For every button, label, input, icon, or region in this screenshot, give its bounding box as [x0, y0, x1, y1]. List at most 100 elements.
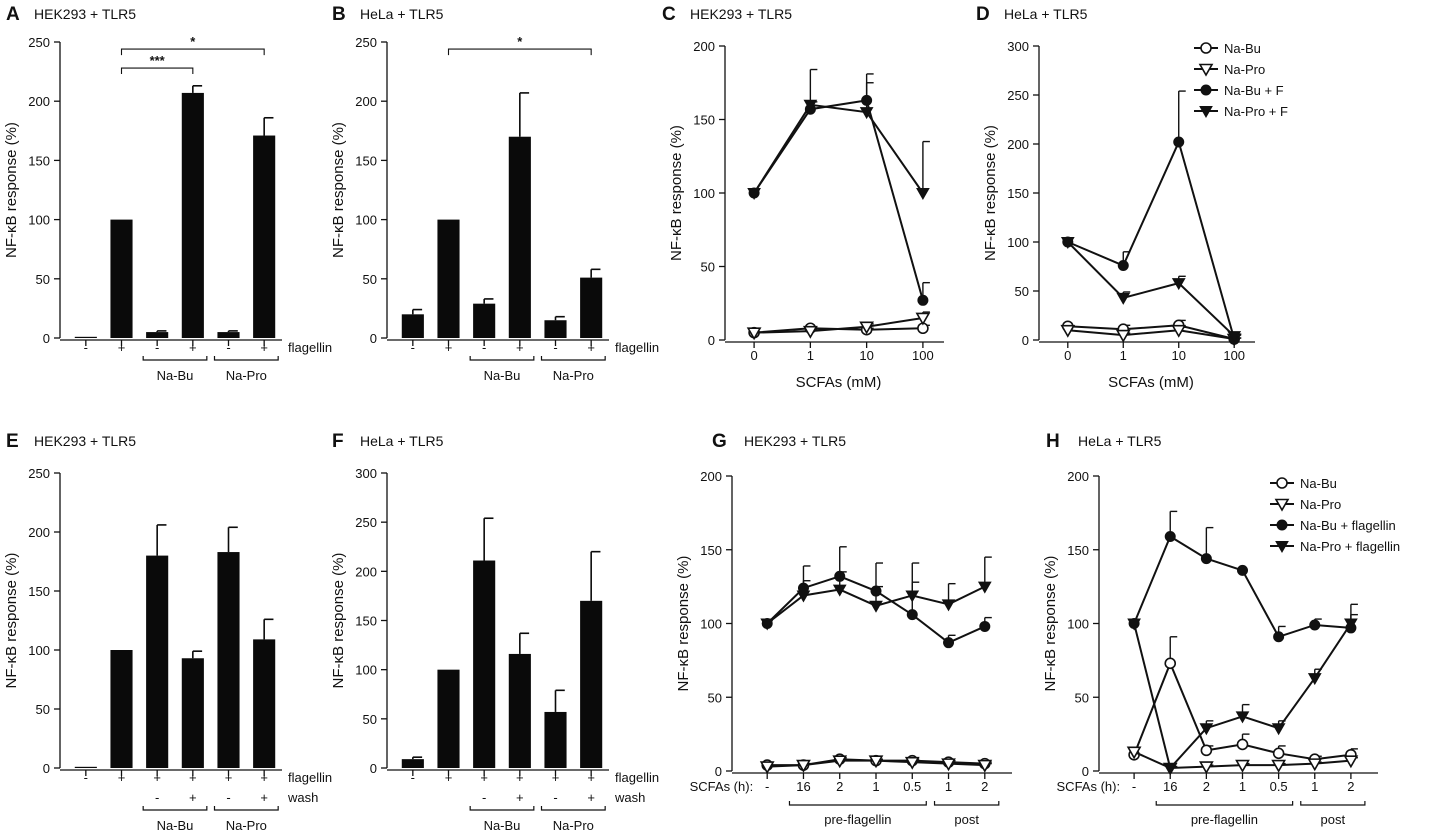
condition-sign: +: [587, 340, 595, 355]
x-tick-label: 10: [1171, 348, 1185, 363]
condition-sign: -: [155, 790, 159, 805]
marker-filled-circle: [1173, 136, 1185, 148]
x-tick-label: 100: [1223, 348, 1245, 363]
bar: [181, 658, 204, 768]
condition-sign: +: [118, 340, 126, 355]
condition-sign: +: [189, 340, 197, 355]
marker-open-triangle: [1307, 758, 1323, 772]
bar: [580, 600, 603, 768]
x-tick-label: 0.5: [903, 779, 921, 794]
y-tick-label: 100: [355, 663, 377, 678]
x-tick-label: -: [765, 779, 769, 794]
marker-filled-triangle: [1116, 292, 1131, 305]
marker-open-circle: [1164, 657, 1177, 670]
x-tick-label: 2: [1203, 779, 1210, 794]
panel-title: HEK293 + TLR5: [34, 6, 136, 22]
panel-title: HeLa + TLR5: [1004, 6, 1088, 22]
panel-title: HeLa + TLR5: [1078, 433, 1162, 449]
group-bracket: [469, 356, 535, 361]
series-na-bu: [1128, 636, 1358, 766]
y-tick-label: 150: [28, 153, 50, 168]
panel-E: E HEK293 + TLR5 0 50 100 150 200 250 NF-κB respo…: [3, 431, 332, 833]
marker-filled-triangle: [803, 99, 818, 112]
x-tick-label: 1: [945, 779, 952, 794]
significance-bracket: [120, 67, 194, 75]
condition-sign: -: [553, 340, 557, 355]
significance-label: *: [517, 34, 523, 49]
marker-open-circle: [1236, 738, 1249, 751]
bar: [217, 552, 240, 768]
y-axis-label: NF-κB response (%): [982, 125, 999, 261]
group-label: Na-Pro: [553, 818, 594, 833]
y-tick-label: 150: [28, 584, 50, 599]
significance-bracket: [447, 48, 592, 56]
marker-open-triangle: [1198, 761, 1214, 775]
group-bracket: [142, 356, 208, 361]
condition-label: wash: [287, 790, 318, 805]
group-label: Na-Pro: [226, 818, 267, 833]
y-tick-label: 200: [355, 564, 377, 579]
y-tick-label: 100: [1007, 235, 1029, 250]
x-tick-label: 1: [1239, 779, 1246, 794]
marker-open-circle: [1200, 744, 1213, 757]
x-axis-prefix: SCFAs (h):: [1057, 779, 1121, 794]
bar: [544, 711, 567, 768]
panel-B: B HeLa + TLR5 0 50 100 150 200 250 NF-κB respons…: [330, 4, 659, 383]
group-label: Na-Bu: [157, 818, 194, 833]
x-tick-label: 16: [1163, 779, 1177, 794]
condition-sign: -: [411, 340, 415, 355]
series-line: [1067, 241, 1235, 337]
condition-sign: -: [482, 340, 486, 355]
marker-filled-circle: [1117, 260, 1129, 272]
x-tick-label: 0.5: [1270, 779, 1288, 794]
marker-filled-triangle: [1344, 618, 1358, 631]
bar: [473, 303, 496, 338]
marker-filled-triangle: [1307, 673, 1322, 686]
x-tick-label: 1: [1120, 348, 1127, 363]
series-na-pro-f: [1060, 237, 1242, 344]
marker-open-circle: [1276, 477, 1288, 489]
bar: [110, 219, 133, 338]
marker-filled-circle: [1200, 84, 1212, 96]
bar: [110, 650, 133, 768]
marker-filled-triangle: [916, 188, 930, 201]
axes: [719, 45, 944, 348]
bar: [253, 135, 276, 338]
y-tick-label: 300: [1007, 39, 1029, 54]
bar: [437, 669, 460, 768]
y-tick-label: 250: [355, 515, 377, 530]
marker-filled-triangle: [796, 590, 811, 603]
axes: [726, 475, 1012, 779]
y-tick-label: 200: [28, 94, 50, 109]
bar: [508, 136, 531, 338]
condition-sign: +: [118, 770, 126, 785]
group-label: pre-flagellin: [824, 812, 891, 827]
marker-filled-circle: [1309, 619, 1321, 631]
condition-sign: +: [153, 770, 161, 785]
y-tick-label: 100: [28, 643, 50, 658]
y-tick-label: 0: [1022, 333, 1029, 348]
y-axis-label: NF-κB response (%): [3, 122, 20, 258]
group-bracket: [142, 806, 208, 811]
condition-sign: +: [445, 770, 453, 785]
series-na-bu: [748, 322, 930, 339]
marker-filled-circle: [1237, 564, 1248, 576]
marker-open-triangle: [1115, 329, 1131, 343]
y-tick-label: 250: [1007, 88, 1029, 103]
bar: [74, 336, 97, 338]
marker-filled-triangle: [1271, 723, 1286, 736]
legend-item: Na-Bu: [1194, 41, 1261, 56]
legend-item: Na-Bu + flagellin: [1270, 518, 1396, 533]
condition-sign: -: [226, 340, 230, 355]
series-na-pro-f: [747, 68, 930, 201]
condition-sign: +: [445, 340, 453, 355]
series-line: [1067, 329, 1235, 341]
condition-sign: -: [155, 340, 159, 355]
y-tick-label: 200: [28, 525, 50, 540]
bar: [544, 320, 567, 338]
panel-title: HeLa + TLR5: [360, 6, 444, 22]
panel-title: HEK293 + TLR5: [34, 433, 136, 449]
panel-label: B: [332, 4, 346, 25]
condition-sign: +: [189, 790, 197, 805]
